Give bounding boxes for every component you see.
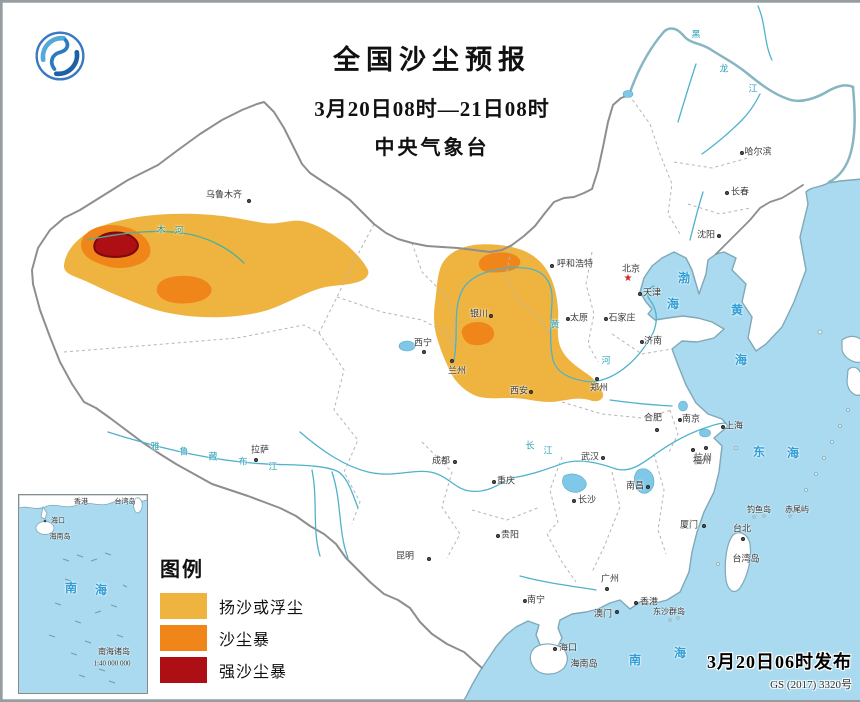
lancang-river (331, 471, 349, 559)
kyushu-island (841, 335, 860, 363)
small-islands (668, 329, 850, 622)
inset-island-marks (48, 552, 128, 684)
tarim-river (86, 230, 245, 264)
rivers (86, 5, 773, 591)
issue-info: 3月20日06时发布 GS (2017) 3320号 (707, 648, 852, 692)
tai-lake (699, 428, 711, 438)
inset-map (19, 495, 147, 684)
hongze-lake (678, 400, 688, 412)
hulun-lake (622, 90, 634, 98)
legend-row: 扬沙或浮尘 (160, 592, 304, 620)
severe-sandstorm-area (93, 231, 139, 258)
south-china-sea-inset: 香港 台湾岛 海口 海南岛南海南海诸岛 1:40 000 000 (18, 494, 148, 694)
yarlung-river (107, 431, 359, 509)
legend-row: 强沙尘暴 (160, 656, 304, 684)
sandstorm-area-yinchuan (461, 322, 495, 346)
china-west-north-border (31, 94, 630, 669)
china-northeast-border (627, 27, 855, 103)
legend-label: 扬沙或浮尘 (219, 600, 305, 617)
legend-swatch-blowing-sand (160, 593, 207, 619)
national-borders (31, 27, 856, 669)
province-borders (63, 94, 751, 583)
legend-label: 强沙尘暴 (219, 664, 288, 681)
yangtze-river (299, 422, 727, 493)
inset-taiwan (133, 497, 143, 514)
korea-border (715, 184, 804, 255)
blowing-sand-area-central (434, 244, 604, 402)
inset-mainland (19, 495, 147, 509)
map-license: GS (2017) 3320号 (770, 679, 852, 691)
yellow-river (453, 267, 657, 383)
qinghai-lake (398, 340, 416, 352)
legend-swatch-severe-sandstorm (160, 657, 207, 683)
ryukyu-main-island (846, 366, 860, 396)
huai-river (609, 399, 673, 407)
songhua-river (701, 93, 761, 155)
sandstorm-area-west-2 (156, 275, 212, 304)
cma-logo-icon (32, 28, 88, 84)
islands (529, 329, 860, 675)
ussuri-border (827, 85, 856, 184)
dongting-lake (562, 473, 587, 493)
inset-hainan (35, 521, 55, 535)
hainan-island (529, 643, 568, 675)
legend-row: 沙尘暴 (160, 624, 304, 652)
dust-areas (63, 213, 604, 402)
legend-title: 图例 (160, 559, 204, 581)
legend-swatch-sandstorm (160, 625, 207, 651)
liao-river (689, 191, 704, 241)
inset-leizhou (40, 505, 48, 520)
legend-label: 沙尘暴 (219, 632, 271, 649)
map-legend: 图例 扬沙或浮尘 沙尘暴 强沙尘暴 (160, 553, 304, 688)
pearl-river (519, 575, 597, 591)
poyang-lake (634, 468, 655, 494)
inset-haikou-dot (43, 519, 47, 523)
issue-time: 3月20日06时发布 (707, 652, 852, 672)
nen-river (677, 63, 697, 123)
russia-river (757, 5, 773, 61)
taiwan-island (724, 532, 752, 593)
nu-river (311, 469, 321, 557)
